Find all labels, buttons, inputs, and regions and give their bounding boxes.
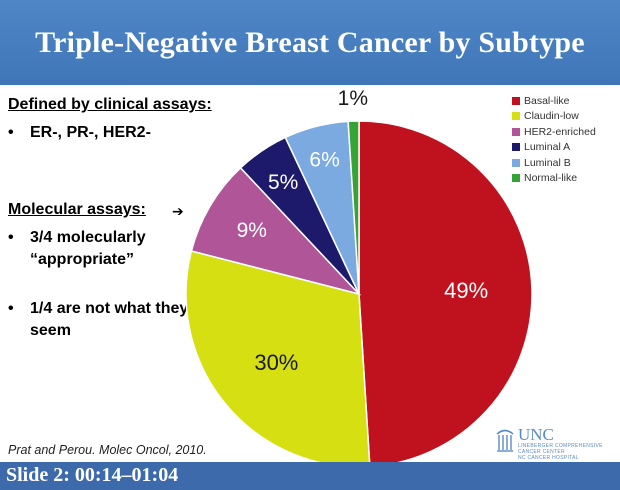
molecular-bullet: • 1/4 are not what they seem: [8, 298, 210, 342]
title-bar: Triple-Negative Breast Cancer by Subtype: [0, 0, 620, 85]
unc-logo-line: NC CANCER HOSPITAL: [518, 455, 579, 461]
legend-item: Claudin-low: [512, 109, 596, 125]
legend-swatch: [512, 127, 520, 136]
pie-slice-basal-like: [358, 120, 533, 468]
pie-label-her2-enriched: 9%: [237, 219, 267, 242]
legend-label: HER2-enriched: [524, 125, 596, 138]
legend-label: Claudin-low: [524, 110, 579, 123]
arrow-right-icon: ➔: [172, 203, 184, 219]
legend-swatch: [512, 174, 520, 183]
legend-swatch: [512, 143, 520, 152]
legend-swatch: [512, 158, 520, 167]
legend-item: Luminal A: [512, 140, 596, 156]
unc-logo-name: UNC: [518, 425, 554, 444]
bullet-dot: •: [8, 300, 14, 317]
clinical-assays-heading: Defined by clinical assays:: [8, 96, 212, 113]
pie-slice-her2-enriched: [190, 166, 362, 296]
clinical-bullet-text: ER-, PR-, HER2-: [30, 124, 151, 141]
pie-label-basal-like: 49%: [444, 278, 488, 303]
legend-item: HER2-enriched: [512, 124, 596, 140]
legend-swatch: [512, 112, 520, 121]
slide-timestamp: Slide 2: 00:14–01:04: [6, 464, 179, 486]
unc-logo-line: LINEBERGER COMPREHENSIVE: [518, 443, 603, 449]
molecular-bullet-text: 3/4 molecularly “appropriate”: [30, 229, 146, 268]
pie-label-normal-like: 1%: [338, 87, 368, 110]
unc-logo: UNC LINEBERGER COMPREHENSIVE CANCER CENT…: [496, 426, 603, 461]
pie-slice-normal-like: [347, 120, 360, 295]
legend-label: Normal-like: [524, 172, 578, 185]
unc-logo-line: CANCER CENTER: [518, 449, 565, 455]
pie-label-luminal-a: 5%: [268, 171, 298, 194]
legend-item: Luminal B: [512, 155, 596, 171]
old-well-icon: [496, 429, 514, 452]
legend-item: Basal-like: [512, 93, 596, 109]
bullet-dot: •: [8, 124, 14, 141]
legend-label: Luminal B: [524, 156, 571, 169]
slide-title: Triple-Negative Breast Cancer by Subtype: [35, 25, 585, 59]
bullet-dot: •: [8, 229, 14, 246]
molecular-bullet-text: 1/4 are not what they seem: [30, 300, 189, 339]
legend-label: Luminal A: [524, 141, 571, 154]
legend-label: Basal-like: [524, 94, 570, 107]
clinical-bullet: • ER-, PR-, HER2-: [8, 122, 210, 144]
chart-legend: Basal-like Claudin-low HER2-enriched Lumina…: [512, 93, 596, 186]
footer-bar: Slide 2: 00:14–01:04: [0, 462, 620, 490]
molecular-bullet: • 3/4 molecularly “appropriate”: [8, 227, 210, 271]
pie-label-claudin-low: 30%: [254, 350, 298, 375]
legend-item: Normal-like: [512, 171, 596, 187]
legend-swatch: [512, 96, 520, 105]
citation: Prat and Perou. Molec Oncol, 2010.: [8, 443, 207, 457]
pie-label-luminal-b: 6%: [309, 148, 339, 171]
molecular-assays-heading: Molecular assays:: [8, 201, 146, 218]
